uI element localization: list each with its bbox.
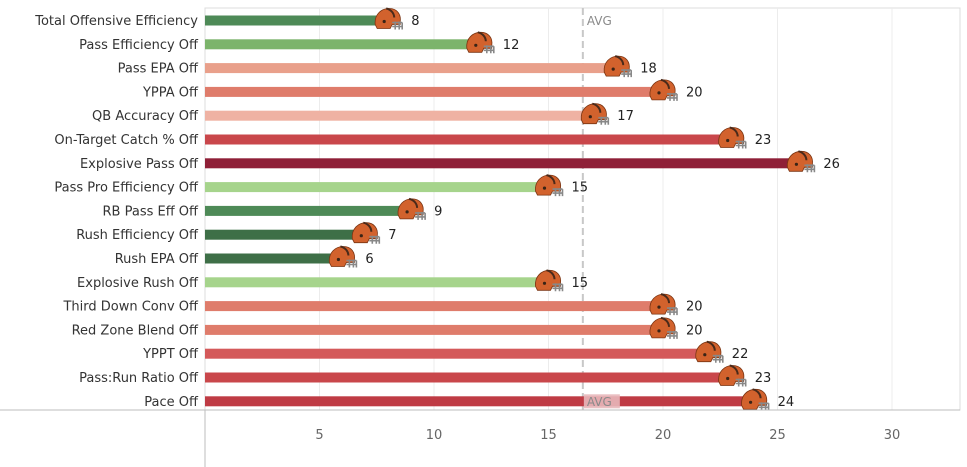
bar xyxy=(205,205,412,216)
football-helmet-icon xyxy=(328,245,358,268)
x-tick-label: 20 xyxy=(655,428,672,443)
bar xyxy=(205,15,389,26)
value-label: 15 xyxy=(572,276,589,291)
value-label: 12 xyxy=(503,38,520,53)
bar-series xyxy=(205,15,801,407)
category-label: QB Accuracy Off xyxy=(92,109,199,124)
category-label: Pass EPA Off xyxy=(118,62,199,77)
category-label: Pass:Run Ratio Off xyxy=(79,371,199,386)
bar xyxy=(205,372,732,383)
avg-label-bottom: AVG xyxy=(587,395,612,409)
avg-label-bottom-bg xyxy=(583,394,620,409)
category-label: Rush EPA Off xyxy=(115,252,199,267)
football-helmet-icon xyxy=(535,269,564,292)
football-helmet-icon xyxy=(649,293,678,316)
football-helmet-icon xyxy=(397,197,426,220)
value-label: 8 xyxy=(411,14,419,29)
category-label: Pass Pro Efficiency Off xyxy=(54,181,199,196)
x-tick-label: 25 xyxy=(769,428,786,443)
category-label: Pass Efficiency Off xyxy=(79,38,199,53)
football-helmet-icon xyxy=(374,7,404,30)
football-helmet-icon xyxy=(718,126,747,149)
category-label: Pace Off xyxy=(144,395,199,410)
value-label: 20 xyxy=(686,85,703,100)
category-labels: Total Offensive Efficiency Pass Efficienc… xyxy=(34,14,199,410)
value-label: 23 xyxy=(755,133,772,148)
football-helmet-icon xyxy=(649,78,678,101)
bar xyxy=(205,348,709,359)
x-tick-label: 30 xyxy=(884,428,901,443)
football-helmet-icon xyxy=(649,316,678,339)
bar xyxy=(205,158,801,169)
helmet-markers: AVG xyxy=(328,7,816,411)
football-helmet-icon xyxy=(786,150,816,173)
average-reference: AVG xyxy=(581,8,612,410)
value-label: 18 xyxy=(640,62,657,77)
football-helmet-icon xyxy=(466,31,495,54)
bar xyxy=(205,39,480,50)
bar xyxy=(205,253,343,264)
football-helmet-icon xyxy=(695,340,724,363)
bar xyxy=(205,396,755,407)
category-label: Explosive Rush Off xyxy=(77,276,199,291)
football-helmet-icon xyxy=(741,388,770,411)
value-label: 22 xyxy=(732,347,749,362)
x-tick-label: 10 xyxy=(426,428,443,443)
value-label: 26 xyxy=(823,157,840,172)
football-helmet-icon xyxy=(603,55,633,78)
category-label: YPPA Off xyxy=(142,85,199,100)
category-label: Total Offensive Efficiency xyxy=(34,14,198,29)
category-label: On-Target Catch % Off xyxy=(54,133,199,148)
bar xyxy=(205,301,663,312)
value-label: 7 xyxy=(388,228,396,243)
category-label: Explosive Pass Off xyxy=(80,157,199,172)
bar xyxy=(205,182,549,193)
category-label: Red Zone Blend Off xyxy=(72,323,199,338)
category-label: Third Down Conv Off xyxy=(62,300,199,315)
category-label: YPPT Off xyxy=(142,347,199,362)
bar xyxy=(205,63,618,74)
category-label: Rush Efficiency Off xyxy=(76,228,199,243)
x-tick-label: 15 xyxy=(540,428,557,443)
value-label: 20 xyxy=(686,323,703,338)
value-labels: 8 12 18 20 17 23 26 15 9 76 15 20 20 22 23 24 xyxy=(365,14,840,410)
football-helmet-icon xyxy=(351,221,381,244)
avg-label-top: AVG xyxy=(587,14,612,28)
bar xyxy=(205,134,732,145)
value-label: 20 xyxy=(686,300,703,315)
bar xyxy=(205,324,663,335)
bar xyxy=(205,277,549,288)
value-label: 23 xyxy=(755,371,772,386)
bar xyxy=(205,86,663,97)
value-label: 17 xyxy=(617,109,634,124)
bar xyxy=(205,110,595,121)
bar xyxy=(205,229,366,240)
football-helmet-icon xyxy=(580,102,610,125)
category-label: RB Pass Eff Off xyxy=(103,204,200,219)
value-label: 9 xyxy=(434,204,442,219)
value-label: 24 xyxy=(778,395,795,410)
football-helmet-icon xyxy=(718,364,747,387)
value-label: 15 xyxy=(572,181,589,196)
x-tick-label: 5 xyxy=(315,428,323,443)
value-label: 6 xyxy=(365,252,373,267)
football-helmet-icon xyxy=(535,174,564,197)
x-axis: 5 10 15 20 25 30 xyxy=(0,409,960,467)
